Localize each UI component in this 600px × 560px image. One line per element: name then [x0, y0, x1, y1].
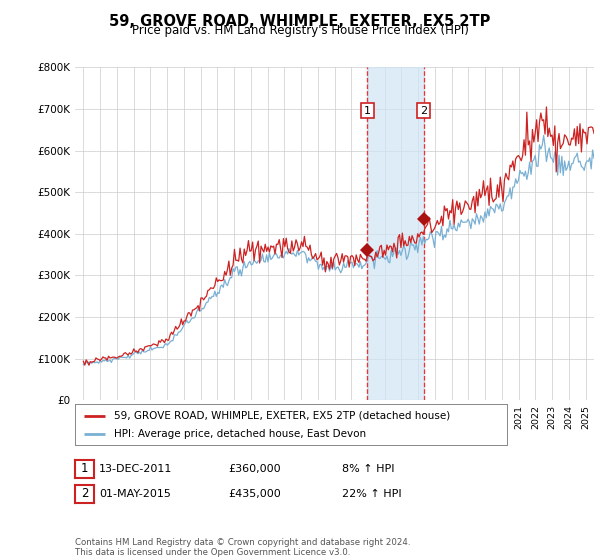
- Text: 8% ↑ HPI: 8% ↑ HPI: [342, 464, 395, 474]
- Text: 1: 1: [364, 105, 371, 115]
- Text: 1: 1: [81, 462, 88, 475]
- Text: Price paid vs. HM Land Registry's House Price Index (HPI): Price paid vs. HM Land Registry's House …: [131, 24, 469, 37]
- Text: £435,000: £435,000: [228, 489, 281, 499]
- Text: 01-MAY-2015: 01-MAY-2015: [99, 489, 171, 499]
- Bar: [367, 67, 424, 400]
- Text: 2: 2: [81, 487, 88, 501]
- Text: 59, GROVE ROAD, WHIMPLE, EXETER, EX5 2TP (detached house): 59, GROVE ROAD, WHIMPLE, EXETER, EX5 2TP…: [114, 411, 450, 421]
- Text: 59, GROVE ROAD, WHIMPLE, EXETER, EX5 2TP: 59, GROVE ROAD, WHIMPLE, EXETER, EX5 2TP: [109, 14, 491, 29]
- Text: 22% ↑ HPI: 22% ↑ HPI: [342, 489, 401, 499]
- Text: 13-DEC-2011: 13-DEC-2011: [99, 464, 172, 474]
- Text: HPI: Average price, detached house, East Devon: HPI: Average price, detached house, East…: [114, 429, 366, 438]
- Text: £360,000: £360,000: [228, 464, 281, 474]
- Text: 2: 2: [420, 105, 427, 115]
- Text: Contains HM Land Registry data © Crown copyright and database right 2024.
This d: Contains HM Land Registry data © Crown c…: [75, 538, 410, 557]
